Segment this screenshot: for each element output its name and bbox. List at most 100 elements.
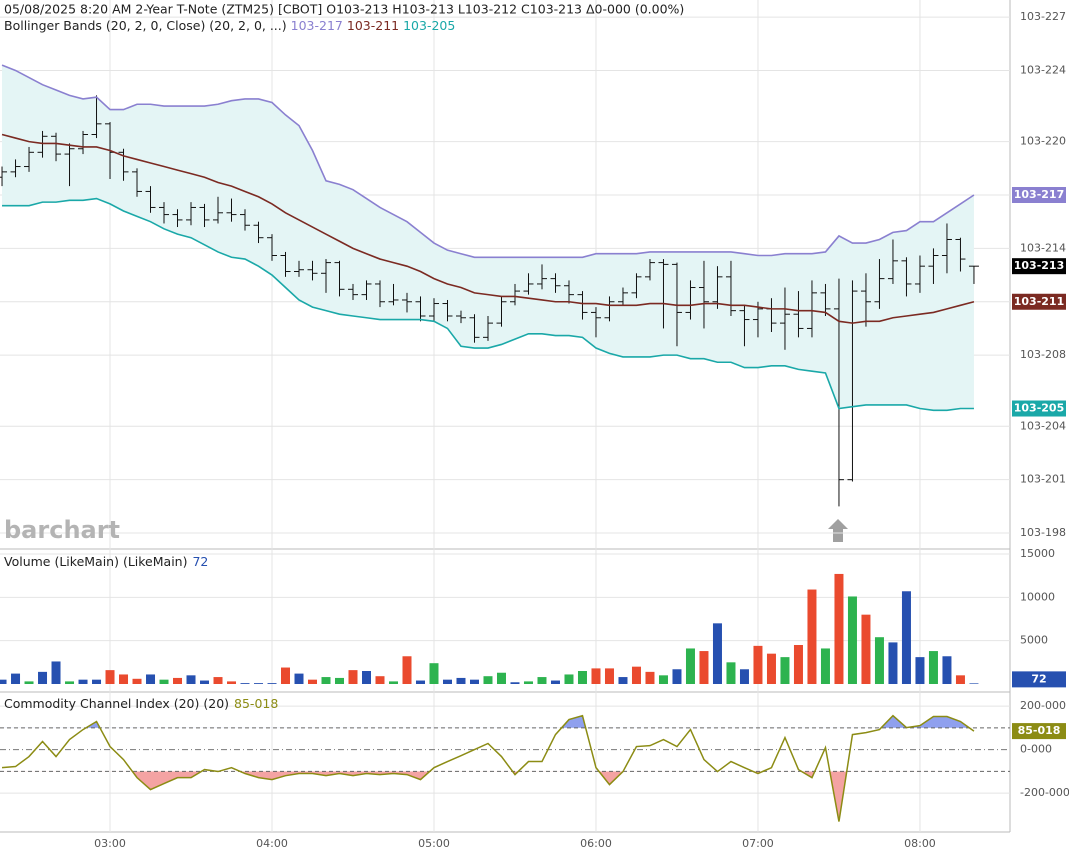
volume-bar [388, 681, 398, 684]
y-tick-label: 103-220 [1020, 135, 1066, 148]
cci-tag-bg [1012, 723, 1066, 740]
volume-bar [38, 671, 48, 684]
volume-bar [294, 673, 304, 684]
volume-bar [820, 648, 830, 684]
legend-upper: 103-217 [291, 18, 343, 33]
volume-bar [712, 623, 722, 684]
cci-header: Commodity Channel Index (20) (20) 85-018 [4, 696, 278, 711]
price-header: 05/08/2025 8:20 AM 2-Year T-Note (ZTM25)… [4, 2, 684, 17]
volume-tag-bg [1012, 671, 1066, 688]
volume-bar [11, 673, 21, 684]
volume-bar [537, 677, 547, 684]
x-tick-label: 07:00 [742, 837, 774, 850]
volume-bar [308, 679, 318, 684]
y-tick-label: 103-214 [1020, 241, 1066, 254]
band-tag: 103-205 [1014, 402, 1065, 415]
volume-bar [119, 674, 129, 684]
bands-header: Bollinger Bands (20, 2, 0, Close) (20, 2… [4, 18, 455, 33]
volume-bar [146, 674, 156, 684]
volume-bar [874, 637, 884, 684]
x-tick-label: 03:00 [94, 837, 126, 850]
y-tick-label: 103-208 [1020, 348, 1066, 361]
volume-bar [240, 683, 250, 684]
volume-bar [577, 670, 587, 684]
y-tick-label: 0-000 [1020, 743, 1052, 756]
volume-label: Volume (LikeMain) (LikeMain) [4, 554, 187, 569]
volume-last: 72 [192, 554, 208, 569]
volume-bar [658, 675, 668, 684]
volume-bar [0, 679, 7, 684]
volume-bar [955, 675, 965, 684]
x-tick-label: 08:00 [904, 837, 936, 850]
volume-bar [766, 653, 776, 684]
volume-bar [159, 679, 169, 684]
band-line [2, 197, 974, 412]
volume-bar [942, 656, 952, 684]
volume-bar [402, 656, 412, 684]
volume-bar [523, 681, 533, 684]
volume-bar [739, 669, 749, 684]
close-tag: 103-213 [1014, 259, 1065, 272]
band-tag-bg [1012, 293, 1066, 310]
volume-bar [726, 662, 736, 684]
band-tag: 103-211 [1014, 295, 1065, 308]
cci-line [1, 714, 975, 822]
volume-bar [901, 591, 911, 684]
y-tick-label: 200-000 [1020, 699, 1066, 712]
above-fill [2, 715, 974, 728]
volume-bar [888, 642, 898, 684]
bands-label: Bollinger Bands (20, 2, 0, Close) (20, 2… [4, 18, 287, 33]
y-tick-label: 5000 [1020, 634, 1048, 647]
volume-bar [227, 681, 237, 684]
legend-middle: 103-211 [347, 18, 399, 33]
volume-bar [321, 677, 331, 684]
volume-bar [685, 648, 695, 684]
x-tick-label: 06:00 [580, 837, 612, 850]
volume-bar [807, 589, 817, 684]
x-tick-label: 05:00 [418, 837, 450, 850]
volume-bar [51, 661, 61, 684]
band-line [1, 133, 975, 324]
cci-tag: 85-018 [1018, 724, 1061, 737]
volume-bar [92, 679, 102, 684]
y-tick-label: 103-227 [1020, 10, 1066, 23]
volume-bar [469, 679, 479, 684]
y-tick-label: 10000 [1020, 590, 1055, 603]
volume-bar [915, 657, 925, 684]
volume-bar [213, 677, 223, 684]
volume-bar [550, 680, 560, 684]
volume-bar [969, 683, 979, 684]
volume-bar [456, 677, 466, 684]
volume-bar [186, 675, 196, 684]
volume-bar [483, 676, 493, 684]
volume-bar [510, 682, 520, 684]
volume-bar [361, 670, 371, 684]
band-line [1, 64, 975, 259]
volume-bar [604, 668, 614, 684]
volume-bar [375, 676, 385, 684]
volume-bar [861, 614, 871, 684]
y-tick-label: 103-224 [1020, 63, 1066, 76]
volume-bar [281, 667, 291, 684]
volume-bar [24, 681, 34, 684]
volume-bar [793, 644, 803, 684]
volume-tag: 72 [1031, 672, 1046, 685]
volume-bar [132, 678, 142, 684]
volume-bar [699, 651, 709, 684]
volume-bar [65, 681, 75, 684]
volume-bar [429, 663, 439, 684]
x-tick-label: 04:00 [256, 837, 288, 850]
volume-bar [834, 573, 844, 684]
close-tag-bg [1012, 258, 1066, 275]
y-tick-label: 103-198 [1020, 526, 1066, 539]
low-arrow-icon [828, 519, 848, 542]
volume-bar [200, 680, 210, 684]
band-tag-bg [1012, 187, 1066, 204]
y-tick-label: -200-000 [1020, 786, 1069, 799]
band-tag: 103-217 [1014, 188, 1065, 201]
volume-bar [173, 677, 183, 684]
y-tick-label: 103-201 [1020, 473, 1066, 486]
volume-bar [928, 651, 938, 684]
y-tick-label: 15000 [1020, 547, 1055, 560]
